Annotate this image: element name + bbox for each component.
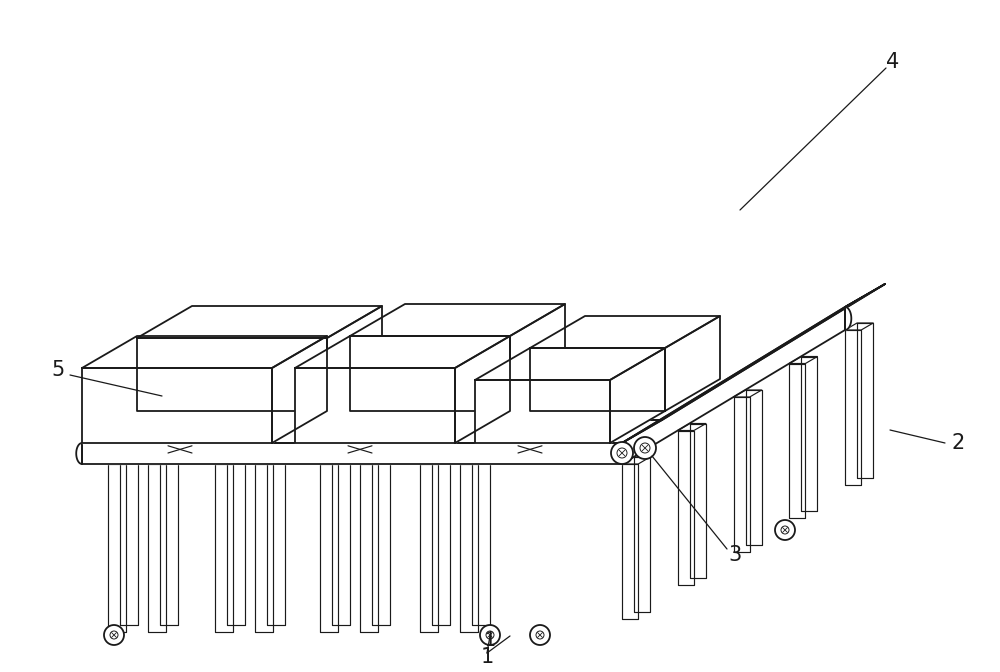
Polygon shape bbox=[272, 336, 327, 443]
Polygon shape bbox=[148, 457, 178, 464]
Polygon shape bbox=[76, 443, 82, 464]
Text: 3: 3 bbox=[728, 545, 742, 565]
Polygon shape bbox=[845, 307, 851, 330]
Polygon shape bbox=[530, 316, 720, 348]
Text: 1: 1 bbox=[480, 647, 494, 667]
Polygon shape bbox=[622, 284, 885, 443]
Polygon shape bbox=[622, 457, 650, 464]
Polygon shape bbox=[215, 457, 245, 464]
Polygon shape bbox=[432, 457, 450, 625]
Polygon shape bbox=[372, 457, 390, 625]
Polygon shape bbox=[295, 368, 455, 443]
Polygon shape bbox=[622, 464, 638, 618]
Polygon shape bbox=[295, 336, 510, 368]
Polygon shape bbox=[320, 457, 350, 464]
Polygon shape bbox=[255, 464, 273, 632]
Polygon shape bbox=[460, 457, 490, 464]
Polygon shape bbox=[227, 457, 245, 625]
Polygon shape bbox=[789, 364, 805, 518]
Polygon shape bbox=[332, 457, 350, 625]
Polygon shape bbox=[845, 330, 861, 485]
Circle shape bbox=[775, 520, 795, 540]
Polygon shape bbox=[857, 323, 873, 478]
Polygon shape bbox=[510, 304, 565, 411]
Text: 2: 2 bbox=[951, 433, 965, 453]
Circle shape bbox=[110, 631, 118, 639]
Polygon shape bbox=[360, 457, 390, 464]
Polygon shape bbox=[82, 420, 662, 443]
Polygon shape bbox=[320, 464, 338, 632]
Polygon shape bbox=[148, 464, 166, 632]
Polygon shape bbox=[665, 316, 720, 411]
Polygon shape bbox=[137, 338, 327, 411]
Polygon shape bbox=[120, 457, 138, 625]
Polygon shape bbox=[530, 348, 665, 411]
Circle shape bbox=[480, 625, 500, 645]
Text: 4: 4 bbox=[886, 52, 900, 72]
Text: 1: 1 bbox=[483, 630, 497, 650]
Circle shape bbox=[104, 625, 124, 645]
Polygon shape bbox=[82, 368, 272, 443]
Polygon shape bbox=[678, 431, 694, 585]
Polygon shape bbox=[108, 457, 138, 464]
Polygon shape bbox=[360, 464, 378, 632]
Polygon shape bbox=[215, 464, 233, 632]
Polygon shape bbox=[327, 306, 382, 411]
Polygon shape bbox=[801, 357, 817, 511]
Polygon shape bbox=[734, 397, 750, 552]
Polygon shape bbox=[845, 323, 873, 330]
Polygon shape bbox=[455, 336, 510, 443]
Polygon shape bbox=[82, 443, 622, 464]
Circle shape bbox=[634, 437, 656, 459]
Polygon shape bbox=[690, 423, 706, 578]
Polygon shape bbox=[160, 457, 178, 625]
Polygon shape bbox=[845, 284, 885, 307]
Circle shape bbox=[530, 625, 550, 645]
Polygon shape bbox=[472, 457, 490, 625]
Polygon shape bbox=[678, 423, 706, 431]
Polygon shape bbox=[350, 304, 565, 336]
Text: 5: 5 bbox=[51, 360, 65, 380]
Polygon shape bbox=[420, 457, 450, 464]
Polygon shape bbox=[610, 348, 665, 443]
Polygon shape bbox=[475, 380, 610, 443]
Polygon shape bbox=[475, 348, 665, 380]
Circle shape bbox=[640, 443, 650, 453]
Polygon shape bbox=[82, 336, 327, 368]
Circle shape bbox=[611, 442, 633, 464]
Polygon shape bbox=[108, 464, 126, 632]
Circle shape bbox=[486, 631, 494, 639]
Polygon shape bbox=[350, 336, 510, 411]
Polygon shape bbox=[734, 390, 762, 397]
Circle shape bbox=[781, 526, 789, 534]
Polygon shape bbox=[137, 306, 382, 338]
Polygon shape bbox=[622, 307, 845, 464]
Polygon shape bbox=[255, 457, 285, 464]
Polygon shape bbox=[460, 464, 478, 632]
Polygon shape bbox=[420, 464, 438, 632]
Polygon shape bbox=[267, 457, 285, 625]
Circle shape bbox=[617, 448, 627, 458]
Circle shape bbox=[536, 631, 544, 639]
Polygon shape bbox=[746, 390, 762, 544]
Polygon shape bbox=[789, 357, 817, 364]
Polygon shape bbox=[634, 457, 650, 612]
